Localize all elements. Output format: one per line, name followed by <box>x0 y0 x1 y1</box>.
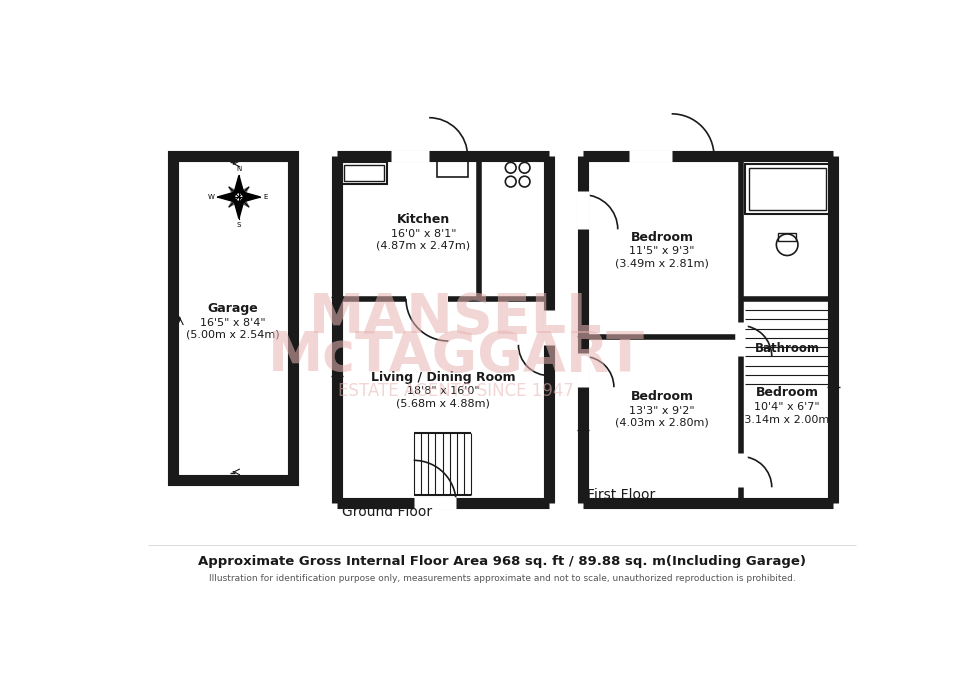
Text: (4.87m x 2.47m): (4.87m x 2.47m) <box>376 241 470 251</box>
Polygon shape <box>218 191 239 203</box>
Bar <box>344 165 384 181</box>
Polygon shape <box>233 197 245 219</box>
Text: (3.49m x 2.81m): (3.49m x 2.81m) <box>615 259 709 268</box>
Text: Ground Floor: Ground Floor <box>342 504 432 519</box>
Text: (5.00m x 2.54m): (5.00m x 2.54m) <box>186 330 279 340</box>
Bar <box>745 164 829 214</box>
Bar <box>749 167 826 210</box>
Text: 10'4" x 6'7": 10'4" x 6'7" <box>755 402 820 412</box>
Polygon shape <box>229 187 242 200</box>
Text: Bedroom: Bedroom <box>756 386 818 399</box>
Text: (5.68m x 4.88m): (5.68m x 4.88m) <box>396 399 490 409</box>
Text: McTAGGART: McTAGGART <box>268 329 645 383</box>
Text: Garage: Garage <box>208 302 258 315</box>
Bar <box>172 156 293 480</box>
Bar <box>437 160 467 177</box>
Polygon shape <box>229 194 242 207</box>
Text: MANSELL: MANSELL <box>310 291 603 345</box>
Text: (4.03m x 2.80m): (4.03m x 2.80m) <box>615 418 709 428</box>
Bar <box>341 163 387 184</box>
Text: Kitchen: Kitchen <box>397 213 450 226</box>
Bar <box>778 233 797 241</box>
Text: S: S <box>237 221 241 228</box>
Text: Bathroom: Bathroom <box>755 342 819 355</box>
Text: Bedroom: Bedroom <box>630 231 694 244</box>
Text: N: N <box>236 166 241 172</box>
Text: 16'5" x 8'4": 16'5" x 8'4" <box>200 318 266 327</box>
Text: 18'8" x 16'0": 18'8" x 16'0" <box>407 386 479 397</box>
Text: Bedroom: Bedroom <box>630 390 694 403</box>
Text: W: W <box>208 194 215 200</box>
Text: 16'0" x 8'1": 16'0" x 8'1" <box>391 228 456 239</box>
Polygon shape <box>239 191 261 203</box>
Text: 13'3" x 9'2": 13'3" x 9'2" <box>629 406 695 416</box>
Polygon shape <box>236 194 249 207</box>
Text: Approximate Gross Internal Floor Area 968 sq. ft / 89.88 sq. m(Including Garage): Approximate Gross Internal Floor Area 96… <box>198 556 807 569</box>
Text: Illustration for identification purpose only, measurements approximate and not t: Illustration for identification purpose … <box>209 574 796 583</box>
Text: ESTATE AGENTS SINCE 1947: ESTATE AGENTS SINCE 1947 <box>338 382 574 400</box>
Text: E: E <box>264 194 268 200</box>
Text: (3.14m x 2.00m): (3.14m x 2.00m) <box>740 414 834 424</box>
Text: 11'5" x 9'3": 11'5" x 9'3" <box>629 246 695 256</box>
Text: Living / Dining Room: Living / Dining Room <box>370 371 515 384</box>
Polygon shape <box>233 176 245 197</box>
Polygon shape <box>236 187 249 200</box>
Text: First Floor: First Floor <box>587 488 656 502</box>
Circle shape <box>234 192 243 201</box>
